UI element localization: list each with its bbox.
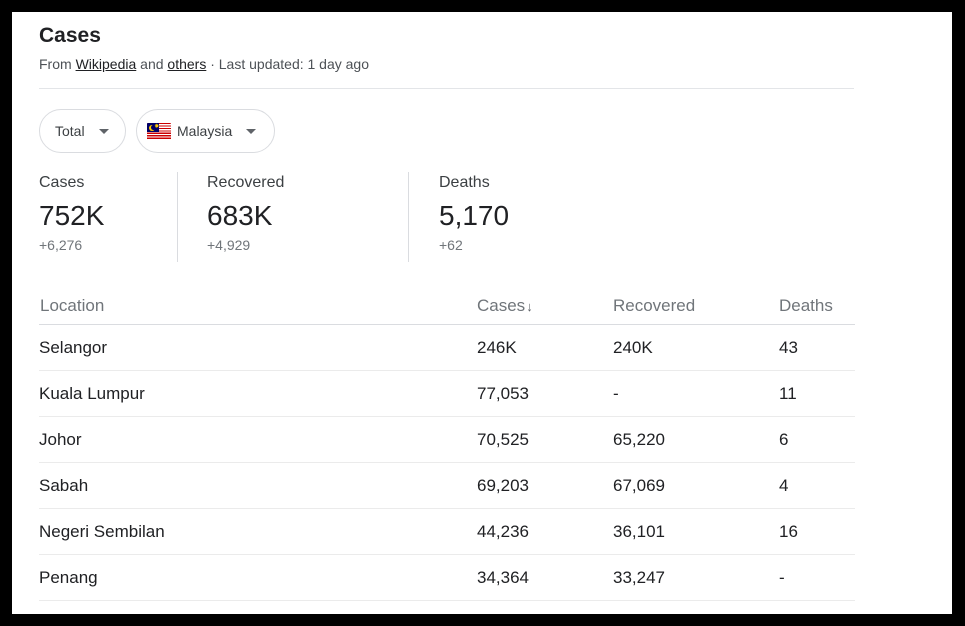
cell-deaths: - [779,554,855,601]
source-prefix: From [39,56,72,72]
total-dropdown-label: Total [55,123,85,139]
cell-recovered: 33,247 [613,554,779,601]
table-header-row: Location Cases↓ Recovered Deaths [39,288,855,325]
stat-delta: +6,276 [39,237,83,253]
cell-location: Kuala Lumpur [39,370,477,417]
cell-deaths: 4 [779,462,855,509]
cell-deaths: 43 [779,324,855,371]
cell-deaths: 16 [779,508,855,555]
cell-cases: 77,053 [477,370,613,417]
header-divider [39,88,854,89]
column-header-cases[interactable]: Cases↓ [477,288,613,325]
cell-location: Johor [39,416,477,463]
card-header: Cases From Wikipedia and others · Last u… [39,22,854,262]
cell-location: Penang [39,554,477,601]
wikipedia-link[interactable]: Wikipedia [75,56,137,72]
cell-deaths: 6 [779,416,855,463]
column-header-cases-label: Cases [477,296,526,315]
stat-value: 5,170 [439,200,510,231]
cell-cases: 70,525 [477,416,613,463]
country-dropdown-label: Malaysia [177,123,233,139]
table-row: Negeri Sembilan 44,236 36,101 16 [39,508,855,555]
stat-divider [408,172,409,262]
card-title: Cases [39,24,101,47]
cell-cases: 69,203 [477,462,613,509]
column-header-location[interactable]: Location [39,288,477,325]
country-dropdown[interactable]: ✸ Malaysia [136,109,275,153]
cell-location: Selangor [39,324,477,371]
cell-recovered: - [613,370,779,417]
table-row: Kuala Lumpur 77,053 - 11 [39,370,855,417]
table-row: Sabah 69,203 67,069 4 [39,462,855,509]
caret-down-icon [246,128,257,134]
location-table: Location Cases↓ Recovered Deaths Selango… [39,288,855,601]
cell-cases: 34,364 [477,554,613,601]
cell-deaths: 11 [779,370,855,417]
stat-recovered: Recovered 683K +4,929 [207,172,284,255]
cell-location: Sabah [39,462,477,509]
caret-down-icon [98,128,109,134]
cell-cases: 44,236 [477,508,613,555]
stat-label: Deaths [439,174,490,191]
source-line: From Wikipedia and others · Last updated… [39,54,854,74]
cell-location: Negeri Sembilan [39,508,477,555]
stats-summary: Cases 752K +6,276 Recovered 683K +4,929 … [39,172,854,262]
sort-descending-icon: ↓ [526,299,533,314]
stat-label: Recovered [207,174,285,191]
source-mid: and [140,56,164,72]
table-row: Penang 34,364 33,247 - [39,554,855,601]
column-header-recovered[interactable]: Recovered [613,288,779,325]
table-row: Selangor 246K 240K 43 [39,324,855,371]
filter-bar: Total ✸ Malaysia [39,109,854,153]
cell-recovered: 36,101 [613,508,779,555]
stat-value: 683K [207,200,273,231]
stat-deaths: Deaths 5,170 +62 [439,172,509,255]
stat-cases: Cases 752K +6,276 [39,172,104,255]
last-updated: · Last updated: 1 day ago [210,56,370,72]
total-dropdown[interactable]: Total [39,109,126,153]
cell-recovered: 240K [613,324,779,371]
cases-card: Cases From Wikipedia and others · Last u… [12,12,952,614]
cell-cases: 246K [477,324,613,371]
stat-label: Cases [39,174,85,191]
stat-delta: +4,929 [207,237,251,253]
cell-recovered: 67,069 [613,462,779,509]
others-link[interactable]: others [167,56,207,72]
table-row: Johor 70,525 65,220 6 [39,416,855,463]
stat-delta: +62 [439,237,463,253]
column-header-deaths[interactable]: Deaths [779,288,855,325]
malaysia-flag-icon: ✸ [147,122,171,140]
stat-value: 752K [39,200,105,231]
stat-divider [177,172,178,262]
cell-recovered: 65,220 [613,416,779,463]
